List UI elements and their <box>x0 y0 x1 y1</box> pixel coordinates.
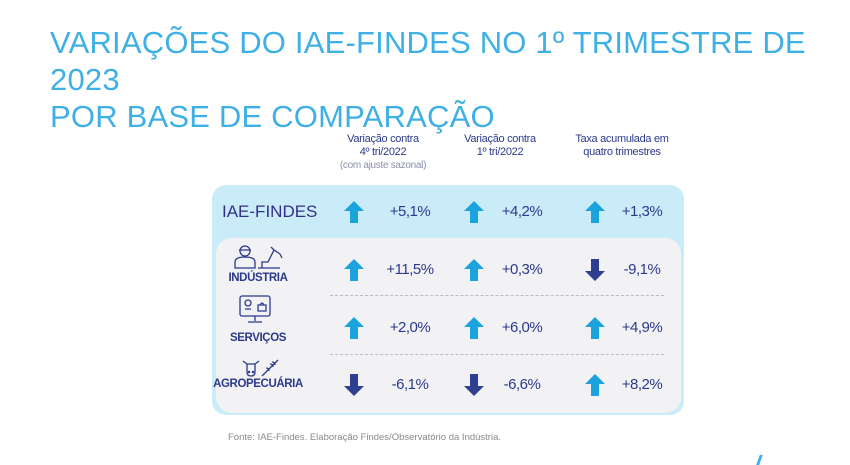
col1-note: (com ajuste sazonal) <box>339 160 427 171</box>
decorative-mark <box>756 455 763 465</box>
value-label: +0,3% <box>501 261 543 278</box>
arrow-down-icon <box>344 374 364 396</box>
arrow-down-icon <box>585 259 605 281</box>
page-title: VARIAÇÕES DO IAE-FINDES NO 1º TRIMESTRE … <box>50 24 850 135</box>
arrow-down-icon <box>464 374 484 396</box>
value-label: +4,9% <box>621 319 663 336</box>
value-label: -9,1% <box>623 261 661 278</box>
column-header-1: Variação contra 4º tri/2022 (com ajuste … <box>318 133 448 172</box>
arrow-up-icon <box>585 317 605 339</box>
arrow-up-icon <box>344 317 364 339</box>
col2-line2: 1º tri/2022 <box>476 146 524 158</box>
arrow-up-icon <box>344 201 364 223</box>
row-label-industria: INDÚSTRIA <box>228 272 288 284</box>
value-label: +4,2% <box>501 203 543 220</box>
arrow-up-icon <box>464 201 484 223</box>
value-label: +8,2% <box>621 376 663 393</box>
col2-line1: Variação contra <box>464 133 536 145</box>
row-label-servicos: SERVIÇOS <box>229 332 287 344</box>
value-label: -6,6% <box>503 376 541 393</box>
column-header-3: Taxa acumulada em quatro trimestres <box>557 133 687 159</box>
cow-wheat-icon <box>242 359 279 377</box>
col3-line1: Taxa acumulada em <box>575 133 669 145</box>
col1-line1: Variação contra <box>347 133 419 145</box>
arrow-up-icon <box>464 259 484 281</box>
title-line-1: VARIAÇÕES DO IAE-FINDES NO 1º TRIMESTRE … <box>50 25 806 97</box>
arrow-up-icon <box>585 201 605 223</box>
value-label: +1,3% <box>621 203 663 220</box>
column-header-2: Variação contra 1º tri/2022 <box>435 133 565 159</box>
row-divider <box>330 354 664 355</box>
row-label-iae-findes: IAE-FINDES <box>222 202 318 221</box>
arrow-up-icon <box>464 317 484 339</box>
monitor-shopping-icon <box>239 295 271 323</box>
title-line-2: POR BASE DE COMPARAÇÃO <box>50 99 495 134</box>
value-label: +11,5% <box>386 261 434 278</box>
arrow-up-icon <box>344 259 364 281</box>
row-label-agropecuaria: AGROPECUÁRIA <box>213 378 303 390</box>
arrow-up-icon <box>585 374 605 396</box>
source-footnote: Fonte: IAE-Findes. Elaboração Findes/Obs… <box>228 432 501 443</box>
col1-line2: 4º tri/2022 <box>359 146 407 158</box>
value-label: +5,1% <box>389 203 431 220</box>
col3-line2: quatro trimestres <box>583 146 661 158</box>
value-label: +6,0% <box>501 319 543 336</box>
worker-robot-arm-icon <box>234 245 283 269</box>
value-label: -6,1% <box>391 376 429 393</box>
row-divider <box>330 295 664 296</box>
value-label: +2,0% <box>389 319 431 336</box>
